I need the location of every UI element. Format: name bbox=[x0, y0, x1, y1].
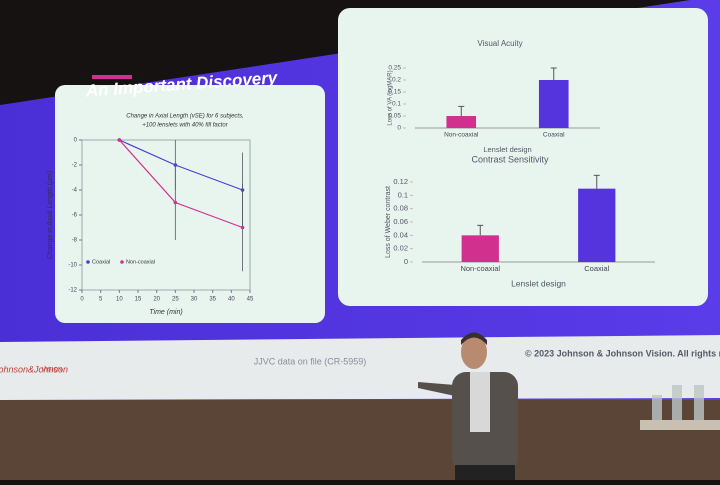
copyright: © 2023 Johnson & Johnson Vision. All rig… bbox=[525, 348, 720, 358]
y-tick-label: -12 bbox=[68, 288, 77, 294]
speaker-shirt bbox=[470, 372, 490, 432]
x-tick-label: Coaxial bbox=[584, 264, 609, 273]
x-tick-label: 5 bbox=[99, 297, 103, 303]
x-tick-label: 35 bbox=[209, 297, 216, 303]
chart-title: Visual Acuity bbox=[477, 39, 522, 48]
bar bbox=[538, 80, 569, 128]
speaker-head bbox=[461, 335, 487, 369]
y-axis-label: Change in Axial Length (µm) bbox=[47, 171, 54, 259]
y-tick-label: -6 bbox=[72, 213, 78, 219]
x-axis-label: Lenslet design bbox=[511, 278, 566, 288]
y-tick-label: 0.02 bbox=[393, 244, 408, 253]
y-tick-label: -2 bbox=[72, 163, 78, 169]
y-tick-label: -8 bbox=[72, 238, 78, 244]
speaker-trousers bbox=[455, 465, 515, 480]
title-accent bbox=[92, 75, 132, 79]
y-tick-label: 0 bbox=[397, 125, 401, 132]
y-tick-label: 0.2 bbox=[392, 77, 401, 84]
y-tick-label: 0.05 bbox=[388, 113, 401, 120]
legend-marker bbox=[120, 260, 124, 264]
footer-note: JJVC data on file (CR-5959) bbox=[254, 356, 367, 366]
x-tick-label: Non-coaxial bbox=[460, 264, 500, 273]
y-tick-label: 0.25 bbox=[388, 65, 401, 72]
y-tick-label: 0.1 bbox=[392, 101, 401, 108]
charts: Change in Axial Length (vSE) for 6 subje… bbox=[47, 39, 655, 316]
y-tick-label: -10 bbox=[68, 263, 77, 269]
x-tick-label: Non-coaxial bbox=[444, 132, 479, 139]
data-point bbox=[240, 225, 245, 230]
x-tick-label: 15 bbox=[135, 297, 142, 303]
legend-marker bbox=[86, 260, 90, 264]
speaker-hair bbox=[461, 332, 487, 345]
x-tick-label: Coaxial bbox=[543, 132, 565, 139]
bar bbox=[446, 116, 477, 128]
bottle bbox=[672, 385, 682, 420]
x-axis-label: Time (min) bbox=[149, 309, 182, 316]
chart-subtitle: +100 lenslets with 40% fill factor bbox=[142, 123, 229, 129]
bar bbox=[578, 188, 616, 262]
x-tick-label: 30 bbox=[191, 297, 198, 303]
right-panel bbox=[338, 8, 708, 306]
bar bbox=[461, 235, 499, 262]
y-tick-label: 0.06 bbox=[393, 217, 408, 226]
stage-wall bbox=[0, 400, 720, 480]
data-point bbox=[173, 200, 178, 205]
y-axis-label: Loss of VA (logMAR) bbox=[388, 70, 394, 125]
x-axis-label: Lenslet design bbox=[483, 145, 531, 154]
legend-label: Non-coaxial bbox=[126, 259, 155, 265]
x-tick-label: 25 bbox=[172, 297, 179, 303]
y-tick-label: 0 bbox=[74, 138, 78, 144]
table-top bbox=[640, 420, 720, 430]
x-tick-label: 20 bbox=[153, 297, 160, 303]
speaker-arm bbox=[418, 382, 455, 396]
chart-title: Change in Axial Length (vSE) for 6 subje… bbox=[126, 114, 244, 120]
y-tick-label: 0 bbox=[404, 257, 408, 266]
y-tick-label: 0.15 bbox=[388, 89, 401, 96]
x-tick-label: 10 bbox=[116, 297, 123, 303]
table bbox=[640, 385, 720, 430]
x-tick-label: 45 bbox=[247, 297, 254, 303]
bottle bbox=[694, 385, 704, 420]
speaker bbox=[418, 332, 518, 480]
y-tick-label: 0.08 bbox=[393, 204, 408, 213]
x-tick-label: 40 bbox=[228, 297, 235, 303]
logo-sub: VISION bbox=[42, 368, 62, 374]
y-tick-label: 0.1 bbox=[398, 190, 408, 199]
legend-label: Coaxial bbox=[92, 259, 110, 265]
y-axis-label: Loss of Weber contrast bbox=[385, 186, 392, 258]
y-tick-label: 0.04 bbox=[393, 230, 408, 239]
y-tick-label: 0.12 bbox=[393, 177, 408, 186]
slide-footer-band bbox=[0, 335, 720, 400]
left-panel bbox=[55, 85, 325, 323]
bottle bbox=[652, 395, 662, 420]
chart-title: Contrast Sensitivity bbox=[471, 154, 549, 164]
y-tick-label: -4 bbox=[72, 188, 78, 194]
data-point bbox=[117, 138, 122, 142]
x-tick-label: 0 bbox=[80, 297, 84, 303]
logo: Johnson&Johnson bbox=[0, 364, 68, 374]
